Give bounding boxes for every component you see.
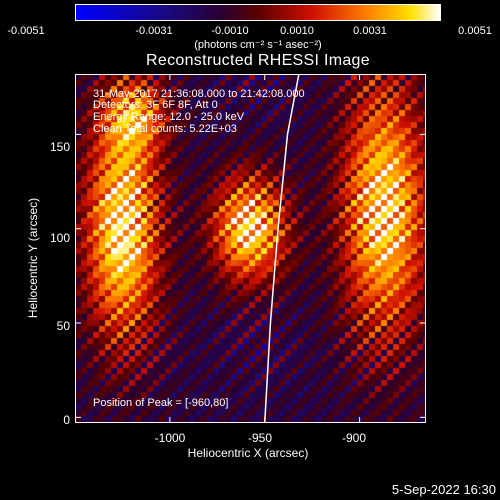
plot-frame xyxy=(75,74,426,423)
colorbar-tick: 0.0010 xyxy=(280,25,314,37)
y-tick-label: 150 xyxy=(49,140,70,154)
y-axis-label: Heliocentric Y (arcsec) xyxy=(26,197,40,319)
heatmap-image xyxy=(75,74,426,423)
info-time: 31-May-2017 21:36:08.000 to 21:42:08.000 xyxy=(93,88,305,100)
plot-area xyxy=(75,74,426,423)
y-tick-label: 100 xyxy=(49,231,70,245)
info-clean: Clean Total counts: 5.22E+03 xyxy=(93,123,237,135)
colorbar-tick: -0.0010 xyxy=(211,25,249,37)
colorbar-units: (photons cm⁻² s⁻¹ asec⁻²) xyxy=(194,39,322,51)
y-tick-label: 0 xyxy=(63,413,70,427)
y-tick-label: 50 xyxy=(56,319,70,333)
colorbar xyxy=(75,4,441,21)
colorbar-tick: 0.0031 xyxy=(353,25,387,37)
colorbar-tick: -0.0051 xyxy=(7,25,45,37)
colorbar-gradient xyxy=(76,5,440,20)
x-tick-label: -950 xyxy=(247,431,273,445)
solar-limb-curve xyxy=(263,74,300,423)
colorbar-tick: 0.0051 xyxy=(458,25,492,37)
plot-overlay xyxy=(75,74,426,423)
info-energy: Energy Range: 12.0 - 25.0 keV xyxy=(93,111,245,123)
info-peak: Position of Peak = [-960,80] xyxy=(93,397,229,409)
x-tick-label: -1000 xyxy=(154,431,186,445)
chart-title: Reconstructed RHESSI Image xyxy=(146,52,370,69)
x-tick-label: -900 xyxy=(341,431,367,445)
x-axis-label: Heliocentric X (arcsec) xyxy=(187,446,309,460)
colorbar-tick: -0.0031 xyxy=(135,25,173,37)
footer-timestamp: 5-Sep-2022 16:30 xyxy=(391,482,496,497)
info-detectors: Detectors: 3F 6F 8F, Att 0 xyxy=(93,99,218,111)
